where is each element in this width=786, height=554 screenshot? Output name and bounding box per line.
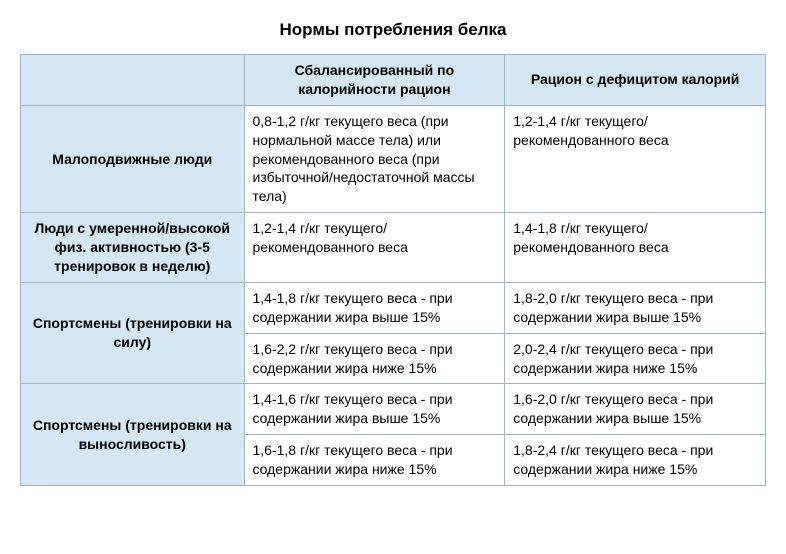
cell: 1,2-1,4 г/кг текущего/рекомендованного в…: [505, 105, 766, 212]
col-header-deficit: Рацион с дефицитом калорий: [505, 55, 766, 106]
row-label-moderate: Люди с умеренной/высокой физ. активность…: [21, 213, 245, 283]
row-label-strength: Спортсмены (тренировки на силу): [21, 282, 245, 384]
cell: 1,4-1,8 г/кг текущего веса - при содержа…: [244, 282, 505, 333]
row-label-endurance: Спортсмены (тренировки на выносливость): [21, 384, 245, 486]
cell: 1,6-2,0 г/кг текущего веса - при содержа…: [505, 384, 766, 435]
cell: 1,4-1,6 г/кг текущего веса - при содержа…: [244, 384, 505, 435]
protein-table: Сбалансированный по калорийности рацион …: [20, 54, 766, 486]
table-row: Люди с умеренной/высокой физ. активность…: [21, 213, 766, 283]
cell: 1,8-2,4 г/кг текущего веса - при содержа…: [505, 435, 766, 486]
col-header-balanced: Сбалансированный по калорийности рацион: [244, 55, 505, 106]
cell: 0,8-1,2 г/кг текущего веса (при нормальн…: [244, 105, 505, 212]
cell: 2,0-2,4 г/кг текущего веса - при содержа…: [505, 333, 766, 384]
cell: 1,8-2,0 г/кг текущего веса - при содержа…: [505, 282, 766, 333]
cell: 1,2-1,4 г/кг текущего/рекомендованного в…: [244, 213, 505, 283]
cell: 1,6-2,2 г/кг текущего веса - при содержа…: [244, 333, 505, 384]
table-row: Спортсмены (тренировки на выносливость) …: [21, 384, 766, 435]
cell: 1,6-1,8 г/кг текущего веса - при содержа…: [244, 435, 505, 486]
table-row: Малоподвижные люди 0,8-1,2 г/кг текущего…: [21, 105, 766, 212]
col-header-empty: [21, 55, 245, 106]
row-label-sedentary: Малоподвижные люди: [21, 105, 245, 212]
table-header-row: Сбалансированный по калорийности рацион …: [21, 55, 766, 106]
cell: 1,4-1,8 г/кг текущего/рекомендованного в…: [505, 213, 766, 283]
page-title: Нормы потребления белка: [20, 20, 766, 40]
table-row: Спортсмены (тренировки на силу) 1,4-1,8 …: [21, 282, 766, 333]
